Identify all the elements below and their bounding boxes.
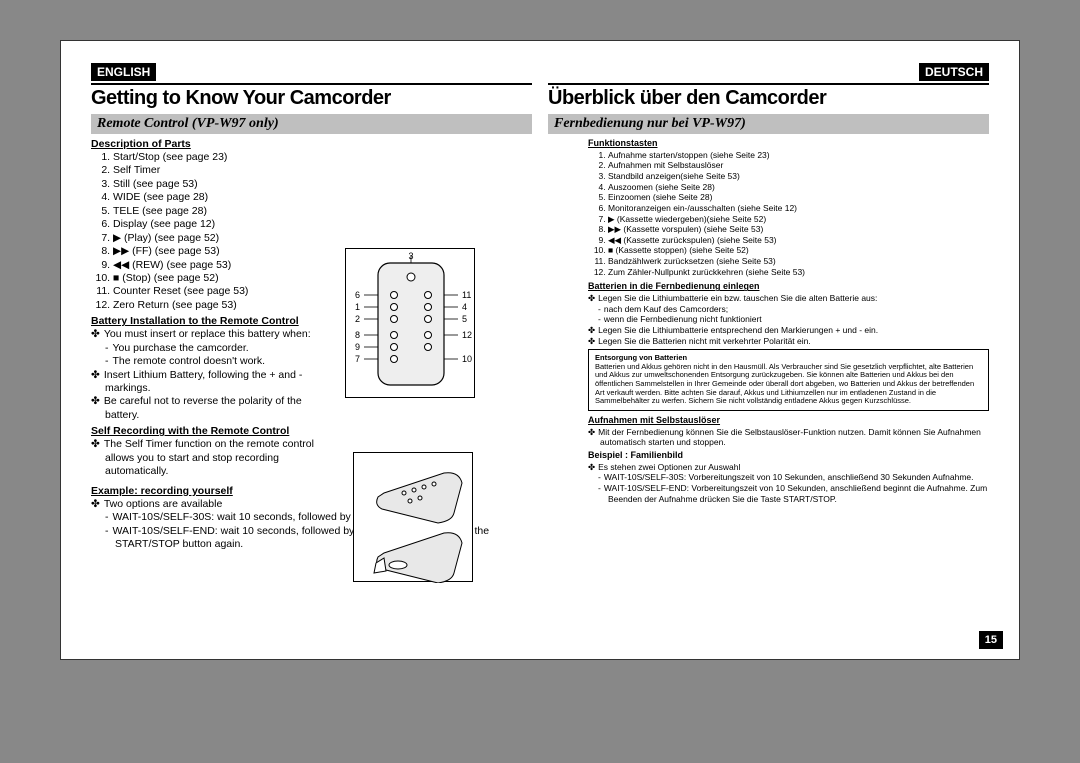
de-part-item: ▶▶ (Kassette vorspulen) (siehe Seite 53) [608,224,989,235]
callout-5: 5 [462,314,467,324]
battery-bullet: Be careful not to reverse the polarity o… [105,395,326,422]
de-parts-heading: Funktionstasten [588,138,989,149]
battery-bullet: Insert Lithium Battery, following the + … [105,369,326,396]
de-battery-bullet: Legen Sie die Batterien nicht mit verkeh… [600,336,989,347]
part-item: Self Timer [113,164,326,177]
de-example-dash: WAIT-10S/SELF-30S: Vorbereitungszeit von… [588,472,989,504]
battery-bullet: You must insert or replace this battery … [105,328,326,341]
de-battery-dash: nach dem Kauf des Camcorders; wenn die F… [588,304,989,325]
battery-install-diagram [353,452,473,582]
parts-list: Start/Stop (see page 23) Self Timer Stil… [91,151,326,312]
callout-4: 4 [462,302,467,312]
callout-11: 11 [462,290,471,300]
part-item: TELE (see page 28) [113,205,326,218]
battery-dash-item: The remote control doesn't work. [115,355,326,368]
de-part-item: Standbild anzeigen(siehe Seite 53) [608,171,989,182]
callout-9: 9 [355,342,360,352]
part-item: ◀◀ (REW) (see page 53) [113,259,326,272]
de-battery-dash-item: nach dem Kauf des Camcorders; [608,304,989,315]
de-selfrec-bullet: Mit der Fernbedienung können Sie die Sel… [600,427,989,448]
divider [548,83,989,85]
part-item: Display (see page 12) [113,218,326,231]
de-battery-bullet: Legen Sie die Lithiumbatterie entspreche… [600,325,989,336]
divider [91,83,532,85]
deutsch-subhead: Fernbedienung nur bei VP-W97) [548,114,989,134]
de-example-heading: Beispiel : Familienbild [588,450,989,461]
english-title: Getting to Know Your Camcorder [91,87,532,110]
callout-10: 10 [462,354,472,364]
page-number: 15 [979,631,1003,649]
de-example-bullets: Es stehen zwei Optionen zur Auswahl [588,462,989,473]
part-item: ▶ (Play) (see page 52) [113,232,326,245]
english-content: 3 6 1 2 8 9 7 11 4 5 12 10 [91,138,532,551]
de-part-item: Monitoranzeigen ein-/ausschalten (siehe … [608,203,989,214]
de-battery-heading: Batterien in die Fernbedienung einlegen [588,281,989,292]
lang-badge-deutsch: DEUTSCH [919,63,989,81]
part-item: Counter Reset (see page 53) [113,285,326,298]
battery-dash: You purchase the camcorder. The remote c… [91,342,326,369]
de-example-dash-item: WAIT-10S/SELF-END: Vorbereitungszeit von… [608,483,989,504]
callout-3: 3 [408,251,413,261]
selfrec-bullet: The Self Timer function on the remote co… [105,438,326,478]
english-subhead: Remote Control (VP-W97 only) [91,114,532,134]
english-lists: Description of Parts Start/Stop (see pag… [91,138,326,479]
de-selfrec-bullets: Mit der Fernbedienung können Sie die Sel… [588,427,989,448]
de-selfrec-heading: Aufnahmen mit Selbstauslöser [588,415,989,426]
two-column-layout: ENGLISH Getting to Know Your Camcorder R… [91,63,989,551]
callout-7: 7 [355,354,360,364]
callout-8: 8 [355,330,360,340]
manual-page: ENGLISH Getting to Know Your Camcorder R… [60,40,1020,660]
deutsch-column: DEUTSCH Überblick über den Camcorder Fer… [540,63,989,551]
de-parts-list: Aufnahme starten/stoppen (siehe Seite 23… [588,150,989,278]
de-battery-dash-item: wenn die Fernbedienung nicht funktionier… [608,314,989,325]
battery-dash-item: You purchase the camcorder. [115,342,326,355]
de-part-item: Bandzählwerk zurücksetzen (siehe Seite 5… [608,256,989,267]
disposal-box: Entsorgung von Batterien Batterien und A… [588,349,989,411]
part-item: Still (see page 53) [113,178,326,191]
de-battery-bullets: Legen Sie die Lithiumbatterie ein bzw. t… [588,293,989,304]
selfrec-heading: Self Recording with the Remote Control [91,425,326,437]
disposal-box-text: Batterien und Akkus gehören nicht in den… [595,362,974,406]
deutsch-content: Funktionstasten Aufnahme starten/stoppen… [548,138,989,504]
battery-bullets2: Insert Lithium Battery, following the + … [91,369,326,423]
battery-bullets: You must insert or replace this battery … [91,328,326,341]
de-battery-bullet: Legen Sie die Lithiumbatterie ein bzw. t… [600,293,989,304]
de-example-dash-item: WAIT-10S/SELF-30S: Vorbereitungszeit von… [608,472,989,483]
deutsch-title: Überblick über den Camcorder [548,87,989,110]
de-part-item: Aufnahme starten/stoppen (siehe Seite 23… [608,150,989,161]
de-part-item: Einzoomen (siehe Seite 28) [608,192,989,203]
de-part-item: ◀◀ (Kassette zurückspulen) (siehe Seite … [608,235,989,246]
part-item: WIDE (see page 28) [113,191,326,204]
part-item: ▶▶ (FF) (see page 53) [113,245,326,258]
part-item: Zero Return (see page 53) [113,299,326,312]
de-battery-bullets2: Legen Sie die Lithiumbatterie entspreche… [588,325,989,346]
callout-1: 1 [355,302,360,312]
de-part-item: Auszoomen (siehe Seite 28) [608,182,989,193]
de-example-bullet: Es stehen zwei Optionen zur Auswahl [600,462,989,473]
de-part-item: ■ (Kassette stoppen) (siehe Seite 52) [608,245,989,256]
de-part-item: ▶ (Kassette wiedergeben)(siehe Seite 52) [608,214,989,225]
selfrec-bullets: The Self Timer function on the remote co… [91,438,326,478]
de-part-item: Zum Zähler-Nullpunkt zurückkehren (siehe… [608,267,989,278]
lang-badge-english: ENGLISH [91,63,156,81]
battery-heading: Battery Installation to the Remote Contr… [91,315,326,327]
parts-heading: Description of Parts [91,138,326,150]
part-item: ■ (Stop) (see page 52) [113,272,326,285]
remote-control-diagram: 3 6 1 2 8 9 7 11 4 5 12 10 [345,248,475,398]
part-item: Start/Stop (see page 23) [113,151,326,164]
callout-2: 2 [355,314,360,324]
de-part-item: Aufnahmen mit Selbstauslöser [608,160,989,171]
english-column: ENGLISH Getting to Know Your Camcorder R… [91,63,540,551]
callout-6: 6 [355,290,360,300]
callout-12: 12 [462,330,472,340]
